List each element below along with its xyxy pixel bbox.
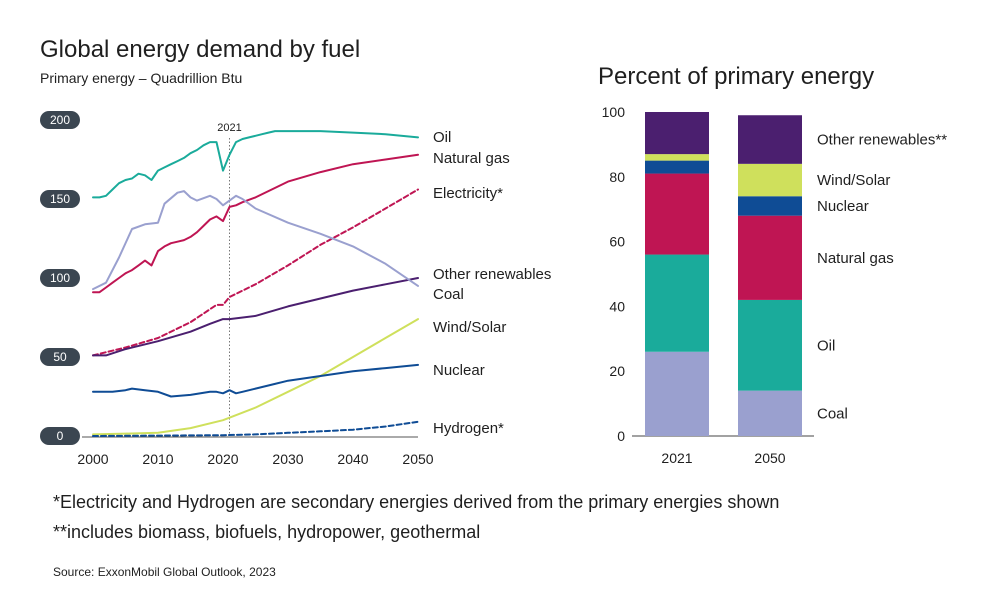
y-tick-pill-50	[40, 348, 80, 366]
bar-legend-label-other-renewables: Other renewables**	[817, 132, 947, 149]
bar-segment-2021-other-renewables	[645, 112, 709, 155]
y-tick-pill-150	[40, 190, 80, 208]
series-line-hydrogen	[92, 420, 419, 437]
series-line-oil	[92, 130, 419, 199]
bar-legend-label-coal: Coal	[817, 405, 848, 422]
bar-category-label-2021: 2021	[661, 450, 692, 466]
series-line-natural-gas	[92, 153, 419, 294]
series-line-nuclear	[92, 363, 419, 398]
bar-legend-label-nuclear: Nuclear	[817, 198, 869, 215]
bar-y-tick-label-40: 40	[609, 298, 625, 314]
bar-y-tick-label-60: 60	[609, 234, 625, 250]
series-label-coal: Coal	[433, 286, 464, 303]
footnote-secondary-energies: *Electricity and Hydrogen are secondary …	[53, 492, 780, 512]
x-tick-label-2050: 2050	[402, 451, 433, 467]
bar-segment-2021-nuclear	[645, 160, 709, 174]
x-tick-label-2000: 2000	[77, 451, 108, 467]
bar-chart-title: Percent of primary energy	[598, 63, 875, 90]
y-tick-pill-0	[40, 427, 80, 445]
series-label-electricity: Electricity*	[433, 185, 503, 202]
y-tick-label-50: 50	[53, 350, 67, 364]
bar-segment-2050-natural-gas	[738, 215, 802, 300]
line-chart-title: Global energy demand by fuel	[40, 36, 361, 63]
bar-y-tick-label-0: 0	[617, 428, 625, 444]
bar-segment-2021-natural-gas	[645, 173, 709, 255]
bar-segment-2021-oil	[645, 254, 709, 352]
series-label-hydrogen: Hydrogen*	[433, 420, 504, 437]
x-tick-label-2010: 2010	[142, 451, 173, 467]
series-label-natural-gas: Natural gas	[433, 150, 510, 167]
x-tick-label-2040: 2040	[337, 451, 368, 467]
bar-category-label-2050: 2050	[754, 450, 785, 466]
y-tick-label-0: 0	[57, 429, 64, 443]
year-marker-label: 2021	[217, 122, 241, 134]
x-tick-label-2020: 2020	[207, 451, 238, 467]
bar-segment-2050-coal	[738, 390, 802, 436]
line-chart-subtitle: Primary energy – Quadrillion Btu	[40, 70, 243, 86]
series-line-wind-solar	[92, 318, 419, 436]
bar-segment-2050-other-renewables	[738, 115, 802, 164]
series-label-wind-solar: Wind/Solar	[433, 319, 506, 336]
bar-segment-2021-coal	[645, 351, 709, 436]
bar-segment-2050-nuclear	[738, 196, 802, 216]
x-tick-label-2030: 2030	[272, 451, 303, 467]
footnote-other-renewables: **includes biomass, biofuels, hydropower…	[53, 522, 481, 542]
series-label-other-renewables: Other renewables	[433, 266, 551, 283]
series-label-nuclear: Nuclear	[433, 362, 485, 379]
y-tick-pill-200	[40, 111, 80, 129]
y-tick-label-200: 200	[50, 113, 70, 127]
bar-legend-label-natural-gas: Natural gas	[817, 250, 894, 267]
bar-legend-label-wind-solar: Wind/Solar	[817, 172, 890, 189]
series-line-other-renewables	[92, 277, 419, 357]
y-tick-pill-100	[40, 269, 80, 287]
source-note: Source: ExxonMobil Global Outlook, 2023	[53, 565, 276, 579]
series-line-electricity	[92, 188, 419, 357]
bar-segment-2050-wind-solar	[738, 163, 802, 197]
bar-y-tick-label-80: 80	[609, 169, 625, 185]
series-line-coal	[92, 190, 419, 291]
bar-y-tick-label-20: 20	[609, 363, 625, 379]
series-label-oil: Oil	[433, 129, 451, 146]
y-tick-label-150: 150	[50, 192, 70, 206]
bar-segment-2021-wind-solar	[645, 154, 709, 161]
bar-y-tick-label-100: 100	[602, 104, 626, 120]
y-tick-label-100: 100	[50, 271, 70, 285]
bar-legend-label-oil: Oil	[817, 337, 835, 354]
bar-segment-2050-oil	[738, 299, 802, 391]
